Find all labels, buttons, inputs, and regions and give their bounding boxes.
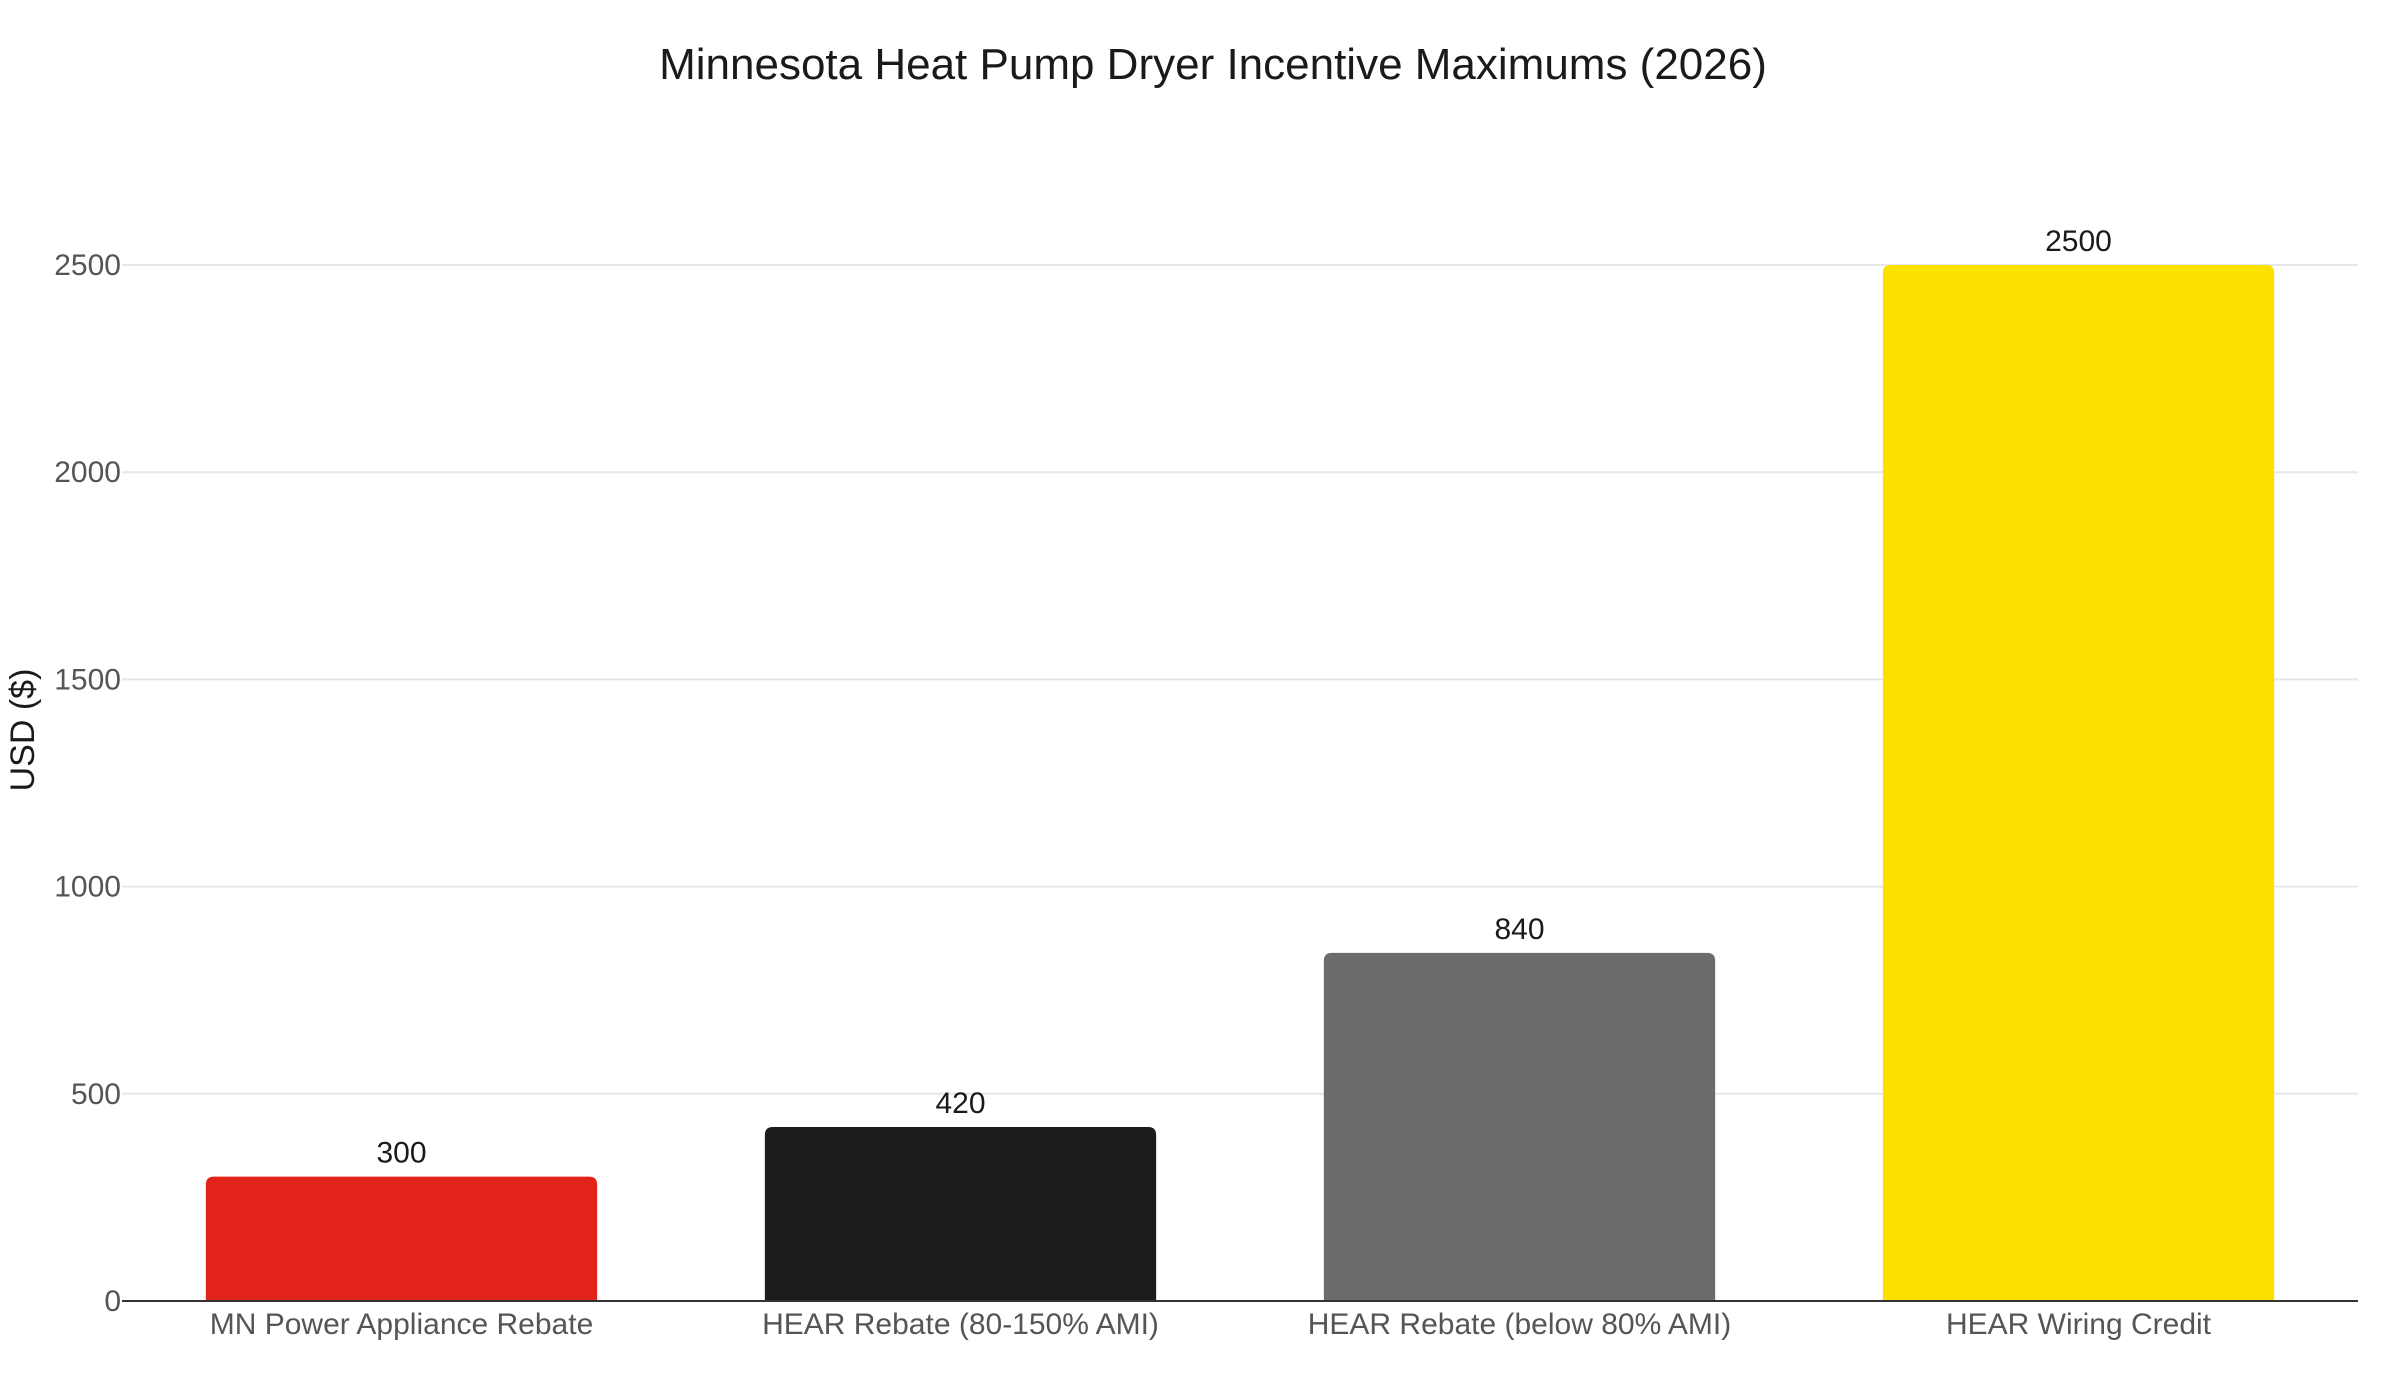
bar [1323,952,1716,1301]
y-tick-label: 0 [104,1285,121,1318]
y-axis-title: USD ($) [4,669,42,792]
bar-value-label: 420 [935,1087,985,1120]
x-category-label: HEAR Wiring Credit [1946,1308,2212,1341]
bars [205,265,2275,1301]
data-labels: 300 420 840 2500 [376,225,2111,1170]
bar-value-label: 300 [376,1137,426,1170]
x-axis-categories: MN Power Appliance Rebate HEAR Rebate (80… [210,1308,2212,1341]
chart-title: Minnesota Heat Pump Dryer Incentive Maxi… [659,40,1767,89]
y-axis-ticks: 0 500 1000 1500 2000 2500 [54,249,121,1318]
x-category-label: MN Power Appliance Rebate [210,1308,594,1341]
y-tick-label: 1000 [54,871,121,904]
bar [1882,265,2275,1301]
x-category-label: HEAR Rebate (below 80% AMI) [1308,1308,1732,1341]
y-tick-label: 2500 [54,249,121,282]
bar-value-label: 840 [1494,913,1544,946]
y-tick-label: 2000 [54,456,121,489]
y-tick-label: 1500 [54,663,121,696]
x-category-label: HEAR Rebate (80-150% AMI) [762,1308,1159,1341]
bar-value-label: 2500 [2045,225,2112,258]
y-tick-label: 500 [71,1078,121,1111]
bar [764,1126,1157,1301]
bar [205,1176,598,1301]
